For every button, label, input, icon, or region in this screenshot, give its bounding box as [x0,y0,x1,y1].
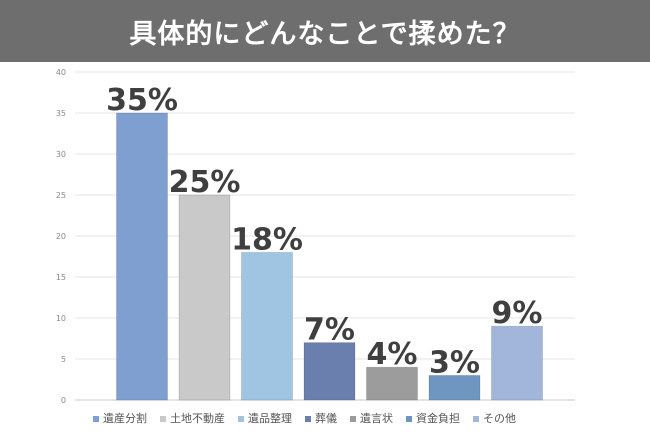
legend-swatch [350,416,356,422]
legend-label: 資金負担 [416,411,460,425]
y-tick-label: 15 [56,273,66,282]
bar [491,325,543,401]
y-tick-label: 5 [61,355,66,364]
legend: 遺産分割 土地不動産 遺品整理 葬儀 遺言状 資金負担 その他 [93,411,516,425]
data-label: 18% [231,222,303,257]
bar [241,251,293,401]
legend-label: 遺産分割 [103,411,147,425]
y-tick-label: 10 [56,314,66,323]
legend-swatch [238,416,244,422]
legend-label: 遺品整理 [248,411,292,425]
legend-swatch [93,416,99,422]
y-tick-label: 25 [56,191,66,200]
data-label: 4% [367,337,418,372]
y-tick-label: 40 [56,68,66,77]
y-tick-label: 35 [56,109,66,118]
data-label: 9% [492,296,543,331]
y-axis-ticks: 0 5 10 15 20 25 30 35 40 [56,68,66,405]
bar [178,194,231,401]
legend-label: 葬儀 [315,411,337,425]
legend-swatch [160,416,166,422]
y-tick-label: 30 [56,150,66,159]
data-label: 3% [429,345,480,380]
data-label: 25% [169,165,241,200]
chart-title: 具体的にどんなことで揉めた？ [0,0,650,62]
bar [366,366,418,401]
bars [116,112,543,401]
legend-label: その他 [483,412,516,425]
bar-chart: 0 5 10 15 20 25 30 35 40 35% 25% 18% 7% 4% 3% 9% 遺産分割 土… [56,68,575,425]
y-tick-label: 20 [56,232,66,241]
legend-swatch [406,416,412,422]
data-label: 35% [106,83,178,118]
chart-area: 0 5 10 15 20 25 30 35 40 35% 25% 18% 7% 4% 3% 9% 遺産分割 土… [0,62,650,434]
legend-swatch [305,416,311,422]
legend-swatch [473,416,479,422]
y-tick-label: 0 [61,396,66,405]
legend-label: 土地不動産 [170,411,225,425]
data-labels: 35% 25% 18% 7% 4% 3% 9% [106,83,542,380]
bar [303,342,356,401]
bar [428,374,481,401]
bar [116,112,168,401]
legend-label: 遺言状 [360,411,393,425]
data-label: 7% [304,313,355,348]
